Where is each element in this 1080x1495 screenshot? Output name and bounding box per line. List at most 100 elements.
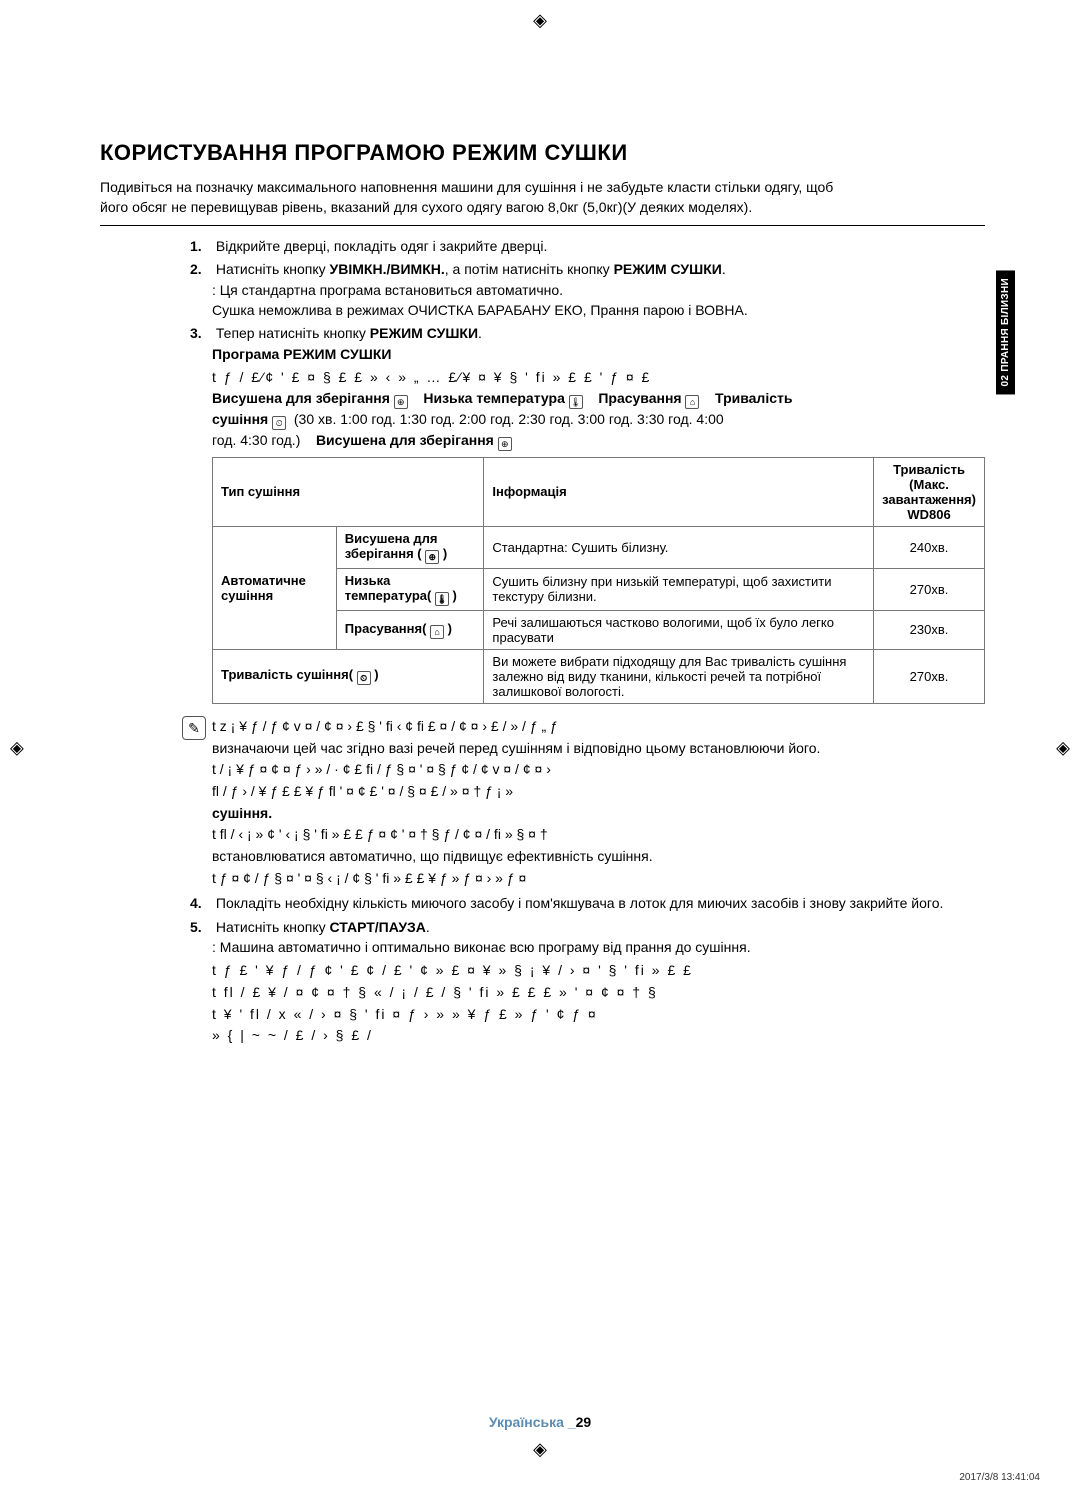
col-duration: Тривалість (Макс. завантаження) WD806 — [874, 457, 985, 526]
step-text: . — [478, 325, 482, 341]
row-duration: 270хв. — [874, 649, 985, 703]
table-header-row: Тип сушіння Інформація Тривалість (Макс.… — [213, 457, 985, 526]
col-info: Інформація — [484, 457, 874, 526]
dur-model: WD806 — [907, 507, 950, 522]
col-type: Тип сушіння — [213, 457, 484, 526]
type-text: ) — [449, 588, 457, 603]
step-text: Відкрийте дверці, покладіть одяг і закри… — [216, 238, 547, 254]
row-duration: 230хв. — [874, 610, 985, 649]
button-label: РЕЖИМ СУШКИ — [370, 325, 478, 341]
step-sub: : Машина автоматично і оптимально викона… — [212, 937, 985, 957]
cycle-opt: Висушена для зберігання — [212, 390, 390, 406]
dur-line: завантаження) — [882, 492, 976, 507]
page-title: КОРИСТУВАННЯ ПРОГРАМОЮ РЕЖИМ СУШКИ — [100, 140, 985, 166]
button-label: УВІМКН./ВИМКН. — [330, 261, 445, 277]
intro-line-1: Подивіться на позначку максимального нап… — [100, 179, 833, 195]
row-type: Низька температура( 🌡 ) — [336, 568, 484, 610]
intro-text: Подивіться на позначку максимального нап… — [100, 178, 985, 217]
button-label: РЕЖИМ СУШКИ — [614, 261, 722, 277]
intro-line-2: його обсяг не перевищував рівень, вказан… — [100, 199, 752, 215]
note-block: ✎ t z ¡ ¥ ƒ / ƒ ¢ v ¤ / ¢ ¤ › £ § ' fi ‹… — [100, 716, 985, 890]
type-text: Висушена для зберігання ( — [345, 531, 438, 561]
garbled-block: t ƒ £ ' ¥ ƒ / ƒ ¢ ' £ ¢ / £ ' ¢ » £ ¤ ¥ … — [212, 960, 985, 1047]
garbled-text: fl / ƒ › / ¥ ƒ £ £ ¥ ƒ fl ' ¤ ¢ £ ' ¤ / … — [212, 781, 985, 803]
note-text: встановлюватися автоматично, що підвищує… — [212, 846, 985, 868]
drying-table: Тип сушіння Інформація Тривалість (Макс.… — [212, 457, 985, 704]
step-number: 4. — [190, 893, 212, 913]
row-duration: 270хв. — [874, 568, 985, 610]
row-info: Речі залишаються частково вологими, щоб … — [484, 610, 874, 649]
row-type: Тривалість сушіння( ⏲ ) — [213, 649, 484, 703]
type-text: Низька температура( — [345, 573, 435, 603]
step-number: 1. — [190, 236, 212, 256]
step-4: 4. Покладіть необхідну кількість миючого… — [190, 893, 985, 913]
step-text: , а потім натисніть кнопку — [445, 261, 614, 277]
row-group: Автоматичне сушіння — [213, 526, 337, 649]
step-number: 2. — [190, 259, 212, 279]
step-1: 1. Відкрийте дверці, покладіть одяг і за… — [190, 236, 985, 256]
cupboard-dry-icon: ⊕ — [394, 395, 408, 409]
table-row: Автоматичне сушіння Висушена для зберіга… — [213, 526, 985, 568]
row-info: Сушить білизну при низькій температурі, … — [484, 568, 874, 610]
side-tab: 02 ПРАННЯ БІЛИЗНИ — [996, 270, 1015, 394]
cycle-options: Висушена для зберігання ⊕ Низька темпера… — [212, 388, 985, 409]
step-text: Покладіть необхідну кількість миючого за… — [216, 895, 944, 911]
step-3: 3. Тепер натисніть кнопку РЕЖИМ СУШКИ. П… — [190, 323, 985, 364]
cycle-opt: Низька температура — [423, 390, 565, 406]
cycle-times-2: год. 4:30 год.) Висушена для зберігання … — [212, 430, 985, 451]
step-number: 5. — [190, 917, 212, 937]
type-text: ) — [444, 621, 452, 636]
cycle-opt: Висушена для зберігання — [316, 432, 494, 448]
step-text: . — [722, 261, 726, 277]
crop-mark-right: ◈ — [1056, 737, 1070, 758]
note-text: сушіння. — [212, 803, 985, 825]
garbled-text: t ƒ ¤ ¢ / ƒ § ¤ ' ¤ § ‹ ¡ / ¢ § ' fi » £… — [212, 868, 985, 890]
cupboard-dry-icon: ⊕ — [425, 550, 439, 564]
garbled-text: t / ¡ ¥ ƒ ¤ ¢ ¤ ƒ › » / · ¢ £ fi / ƒ § ¤… — [212, 759, 985, 781]
step-text: Натисніть кнопку — [216, 261, 330, 277]
garbled-text: t ƒ / £⁄¢ ' £ ¤ § £ £ » ‹ » „ … £⁄¥ ¤ ¥ … — [212, 367, 985, 388]
low-temp-icon: 🌡 — [569, 395, 583, 409]
step-text: . — [426, 919, 430, 935]
page-footer: Українська _29 — [0, 1414, 1080, 1430]
program-label: Програма РЕЖИМ СУШКИ — [212, 344, 985, 364]
garbled-text: » { | ~ ~ / £ / › § £ / — [212, 1025, 985, 1047]
type-text: Прасування( — [345, 621, 430, 636]
button-label: СТАРТ/ПАУЗА — [330, 919, 426, 935]
note-content: t z ¡ ¥ ƒ / ƒ ¢ v ¤ / ¢ ¤ › £ § ' fi ‹ ¢… — [212, 716, 985, 890]
dur-line: Тривалість — [893, 462, 965, 477]
steps-list-2: 4. Покладіть необхідну кількість миючого… — [190, 893, 985, 957]
step-text: Натисніть кнопку — [216, 919, 330, 935]
time-dry-icon: ⏲ — [357, 671, 371, 685]
row-type: Прасування( ⌂ ) — [336, 610, 484, 649]
crop-mark-left: ◈ — [10, 737, 24, 758]
footer-page: 29 — [576, 1414, 592, 1430]
step-sub: : Ця стандартна програма встановиться ав… — [212, 280, 985, 300]
step-sub: Сушка неможлива в режимах ОЧИСТКА БАРАБА… — [212, 300, 985, 320]
crop-mark-bottom: ◈ — [533, 1439, 547, 1460]
page: ◈ ◈ ◈ ◈ 02 ПРАННЯ БІЛИЗНИ КОРИСТУВАННЯ П… — [0, 0, 1080, 1495]
iron-icon: ⌂ — [430, 625, 444, 639]
cupboard-dry-icon: ⊕ — [498, 437, 512, 451]
row-info: Стандартна: Сушить білизну. — [484, 526, 874, 568]
type-text: Тривалість сушіння( — [221, 667, 357, 682]
note-text: визначаючи цей час згідно вазі речей пер… — [212, 738, 985, 760]
table-row: Тривалість сушіння( ⏲ ) Ви можете вибрат… — [213, 649, 985, 703]
step-5: 5. Натисніть кнопку СТАРТ/ПАУЗА. : Машин… — [190, 917, 985, 958]
garbled-text: t z ¡ ¥ ƒ / ƒ ¢ v ¤ / ¢ ¤ › £ § ' fi ‹ ¢… — [212, 716, 985, 738]
garbled-text: t ƒ £ ' ¥ ƒ / ƒ ¢ ' £ ¢ / £ ' ¢ » £ ¤ ¥ … — [212, 960, 985, 982]
row-duration: 240хв. — [874, 526, 985, 568]
type-text: ) — [371, 667, 379, 682]
step-number: 3. — [190, 323, 212, 343]
cycle-opt: сушіння — [212, 411, 268, 427]
cycle-times-list: (30 хв. 1:00 год. 1:30 год. 2:00 год. 2:… — [294, 411, 724, 427]
iron-icon: ⌂ — [685, 395, 699, 409]
garbled-text: t fl / £ ¥ / ¤ ¢ ¤ † § « / ¡ / £ / § ' f… — [212, 982, 985, 1004]
step-text: Тепер натисніть кнопку — [216, 325, 370, 341]
cycle-opt: Прасування — [598, 390, 681, 406]
row-info: Ви можете вибрати підходящу для Вас трив… — [484, 649, 874, 703]
divider — [100, 225, 985, 226]
type-text: ) — [439, 546, 447, 561]
step-2: 2. Натисніть кнопку УВІМКН./ВИМКН., а по… — [190, 259, 985, 320]
cycle-times: сушіння ⏲ (30 хв. 1:00 год. 1:30 год. 2:… — [212, 409, 985, 430]
